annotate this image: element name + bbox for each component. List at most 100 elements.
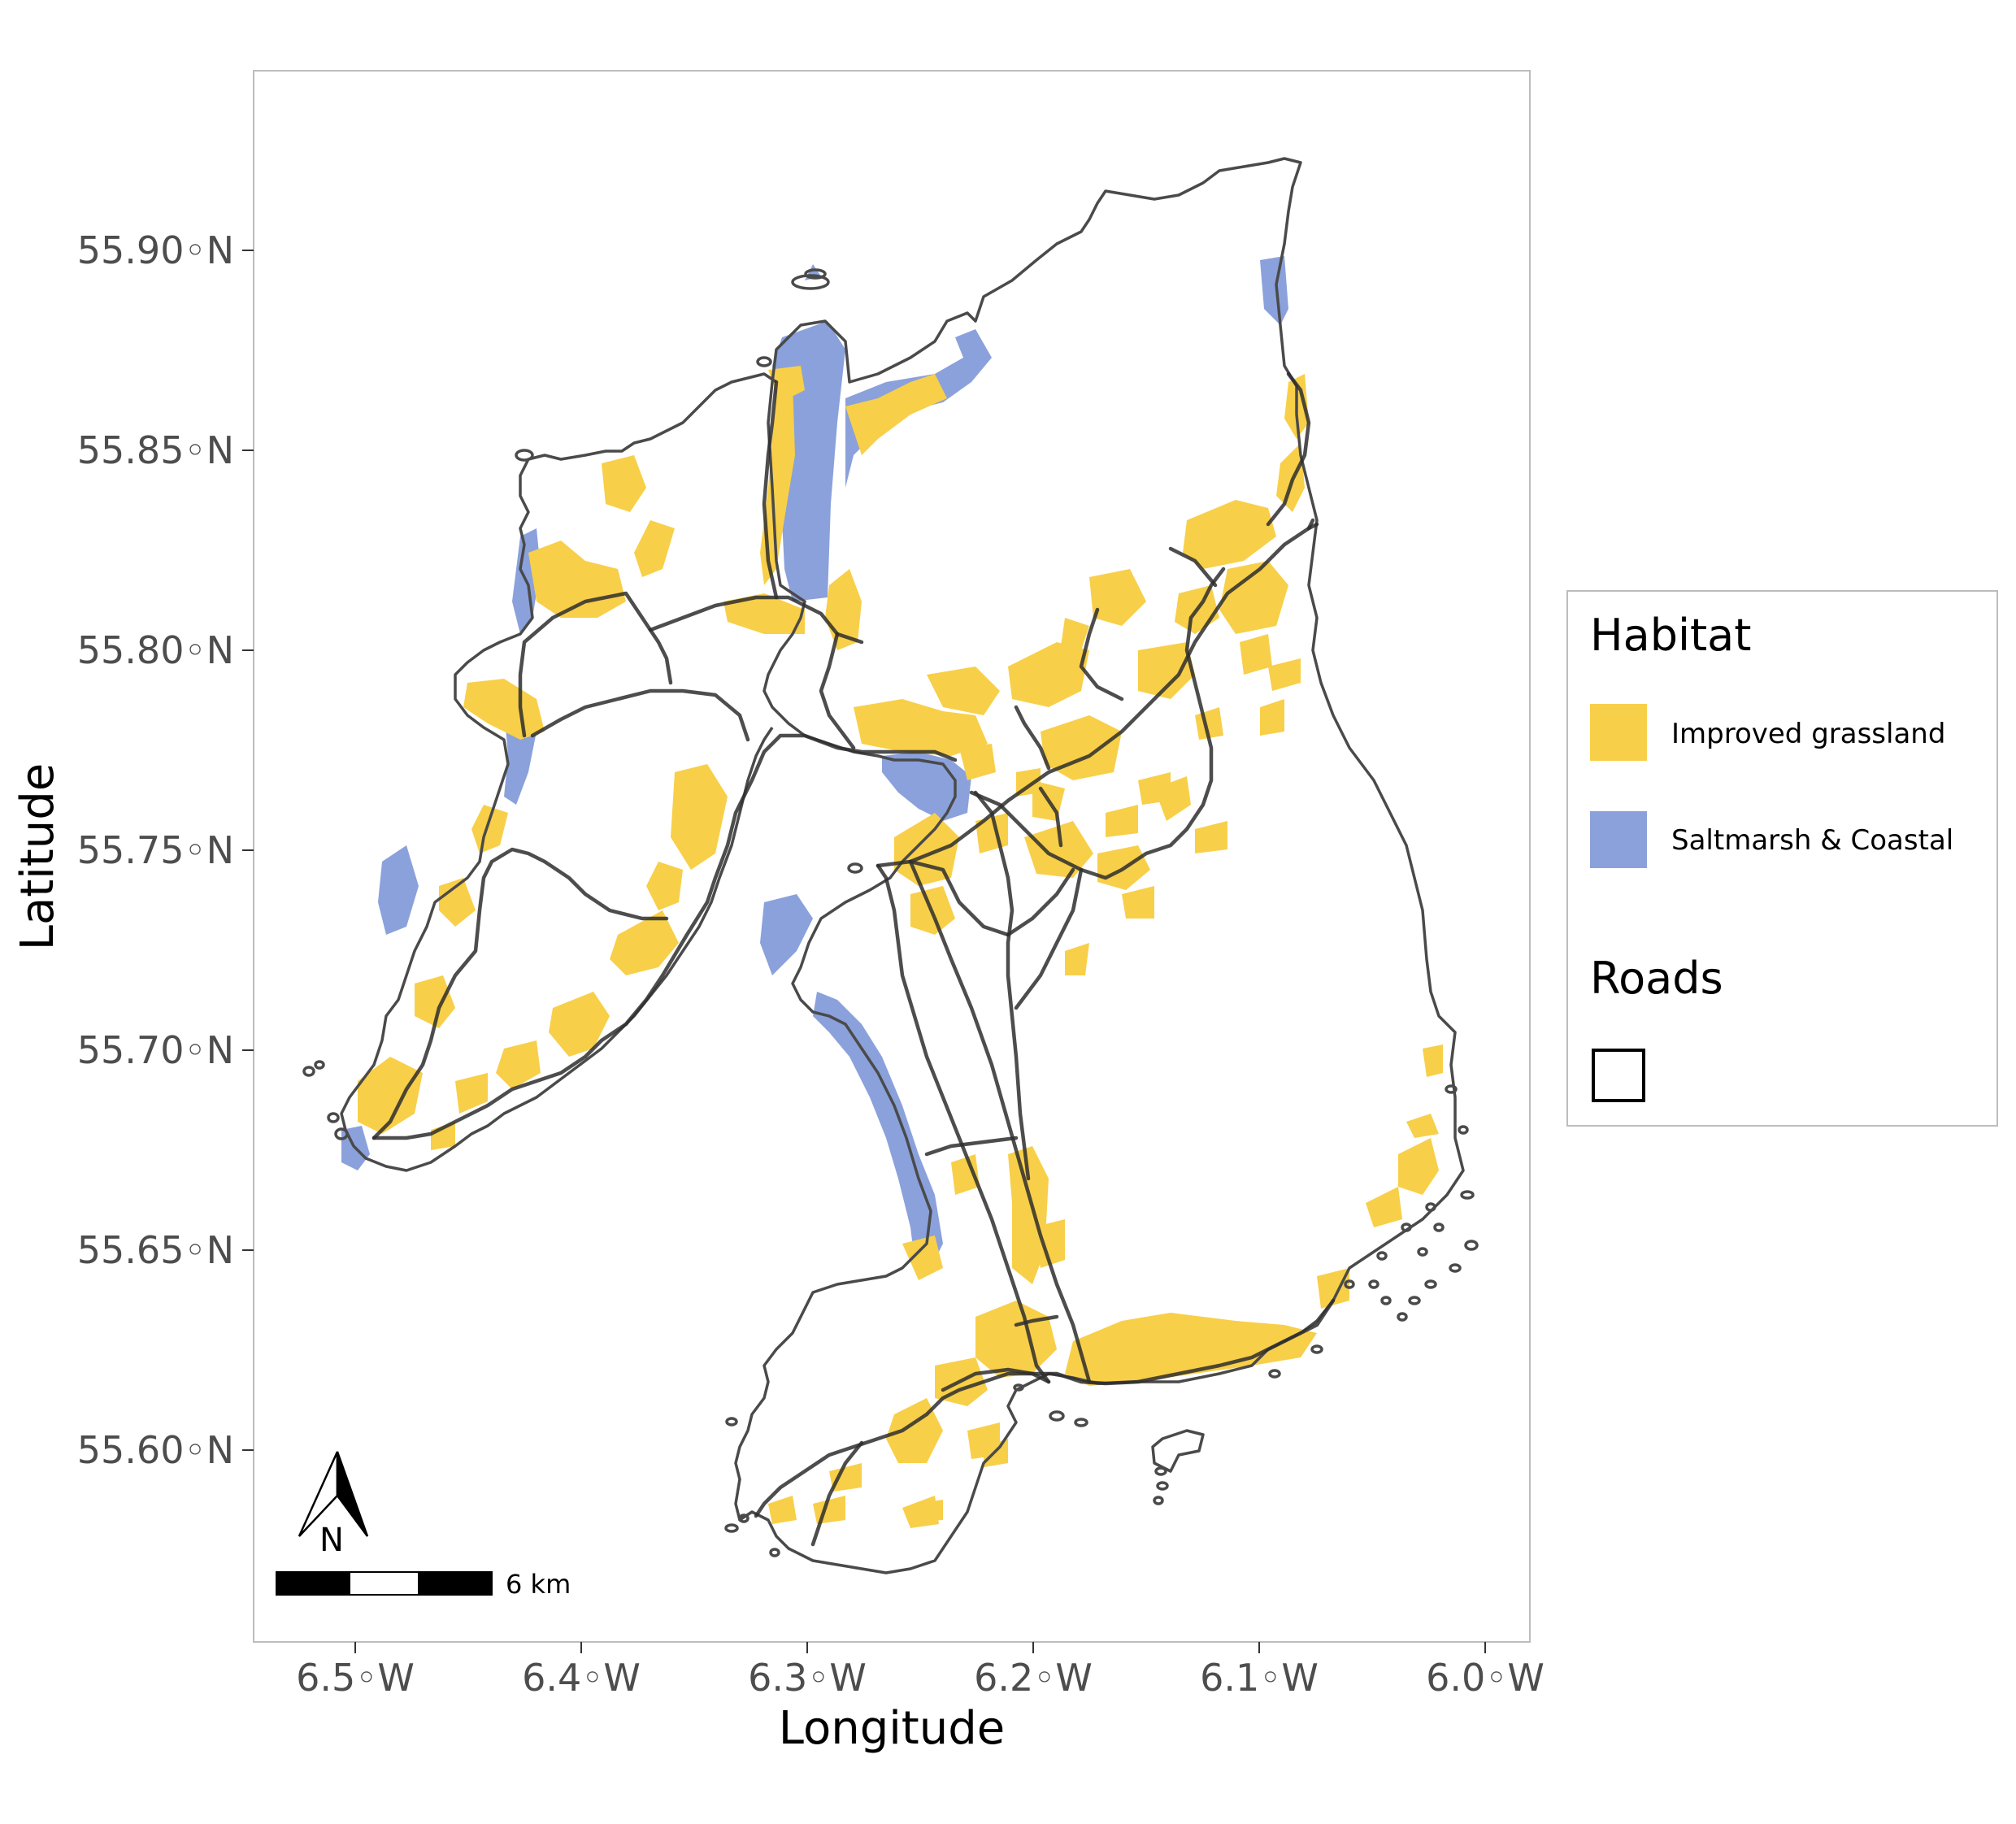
islet-5 (302, 1066, 315, 1077)
north-arrow-right-half (336, 1451, 369, 1537)
islet-25 (1417, 1247, 1428, 1257)
grassland-rinns-south-4 (455, 1073, 488, 1114)
grassland-centre-2 (1041, 715, 1122, 780)
islet-20 (1424, 1279, 1437, 1289)
y-tick-label: 55.75◦N (77, 828, 234, 872)
islet-24 (1368, 1279, 1379, 1289)
grassland-ne-10 (1260, 699, 1284, 736)
saltmarsh-west-rinns (378, 845, 419, 935)
grassland-oa-9 (768, 1496, 797, 1524)
grassland-rinns-se (549, 992, 610, 1057)
grassland-centre-5 (1138, 642, 1195, 699)
scale-bar-seg-2 (349, 1571, 419, 1596)
grassland-ne-9 (1195, 821, 1227, 853)
y-axis (242, 250, 254, 1451)
coastline-rinns (340, 372, 777, 1172)
road-rinns-north-loop (518, 591, 673, 738)
islet-30 (1425, 1202, 1436, 1212)
grassland-se-coast-5 (1406, 1114, 1439, 1138)
grassland-rinns-ne (634, 520, 675, 577)
grassland-bridgend-2 (927, 667, 1000, 715)
road-oa-west (754, 1371, 1051, 1518)
road-gruinart-east (835, 632, 864, 645)
grassland-rinns-road-north (723, 593, 805, 634)
grassland-se-coast-1 (1065, 1313, 1317, 1386)
coastline-main-islay (734, 157, 1465, 1574)
scale-bar-seg-1 (276, 1571, 350, 1596)
road-rinns-cross (530, 688, 750, 742)
x-tick-label: 6.5◦W (296, 1656, 415, 1700)
islet-34 (725, 1417, 738, 1427)
islet-23 (1380, 1296, 1392, 1305)
road-bowmore-airport-1 (973, 790, 1031, 1181)
saltmarsh-rhinns-south (760, 894, 813, 975)
islet-21 (1408, 1296, 1421, 1305)
islet-33 (769, 1548, 780, 1557)
legend-swatch-saltmarsh (1590, 811, 1647, 868)
grassland-bowmore-1 (894, 813, 959, 886)
grassland-rinns-south-1 (496, 1040, 541, 1089)
road-a847-rinns-east (371, 733, 958, 1140)
grassland-ne-4 (1240, 634, 1272, 675)
islet-11 (1074, 1418, 1088, 1427)
grassland-centre-4 (1061, 618, 1089, 650)
x-tick-label: 6.0◦W (1426, 1656, 1545, 1700)
islet-22 (1397, 1312, 1408, 1322)
grassland-rinns-east-1 (671, 764, 728, 870)
islet-12 (1154, 1466, 1167, 1476)
x-axis-title: Longitude (779, 1702, 1006, 1755)
grassland-bridgend-1 (854, 699, 988, 756)
y-tick-labels: 55.90◦N 55.85◦N 55.80◦N 55.75◦N 55.70◦N … (77, 228, 234, 1472)
legend-swatch-grassland (1590, 704, 1647, 761)
grassland-se-coast-8 (1317, 1268, 1349, 1309)
islet-19 (1449, 1263, 1462, 1273)
islet-16 (1458, 1125, 1469, 1135)
y-tick-label: 55.90◦N (77, 228, 234, 272)
islet-28 (1376, 1251, 1388, 1261)
islet-37 (1013, 1383, 1024, 1392)
road-rinns-west (371, 847, 669, 1140)
islet-29 (1401, 1223, 1412, 1232)
x-tick-label: 6.2◦W (974, 1656, 1093, 1700)
islet-1 (791, 274, 830, 290)
grassland-centre-1 (1008, 642, 1089, 707)
islet-8 (334, 1127, 349, 1140)
north-arrow-label: N (319, 1522, 344, 1559)
islet-9 (847, 862, 863, 874)
grassland-centre-11 (1122, 886, 1154, 919)
y-tick-label: 55.85◦N (77, 428, 234, 472)
grassland-centre-3 (1089, 569, 1146, 626)
grassland-ne-2 (1219, 561, 1288, 634)
grassland-rinns-west (471, 805, 508, 853)
road-north-3 (1014, 705, 1051, 771)
road-a846-south (908, 859, 1092, 1384)
x-tick-labels: 6.5◦W 6.4◦W 6.3◦W 6.2◦W 6.1◦W 6.0◦W (296, 1656, 1545, 1700)
y-tick-label: 55.60◦N (77, 1428, 234, 1472)
grassland-rinns-south-2 (415, 975, 455, 1028)
x-tick-label: 6.3◦W (748, 1656, 867, 1700)
grassland-rinns-east-2 (646, 862, 683, 910)
scale-bar-seg-3 (418, 1571, 493, 1596)
grassland-se-coast-4 (1398, 1138, 1439, 1195)
y-tick-label: 55.65◦N (77, 1228, 234, 1272)
grassland-ne-7 (1138, 772, 1171, 805)
grassland-ne-8 (1106, 805, 1138, 837)
y-tick-label: 55.80◦N (77, 628, 234, 672)
islet-14 (1153, 1496, 1164, 1505)
legend-label-saltmarsh: Saltmarsh & Coastal (1671, 824, 1953, 857)
grassland-rinns-north-2 (602, 455, 646, 512)
grassland-se-coast-7 (1366, 1187, 1402, 1227)
islet-27 (1344, 1279, 1355, 1289)
islet-texa (1151, 1429, 1205, 1473)
grassland-north-coast (845, 374, 947, 455)
y-axis-title: Latitude (11, 763, 64, 950)
legend-title-habitat: Habitat (1590, 610, 1751, 661)
grassland-gruinart-north (768, 366, 805, 402)
scale-bar-label: 6 km (506, 1569, 571, 1600)
islet-31 (724, 1523, 739, 1533)
north-arrow: N (298, 1451, 369, 1559)
road-gruinart-west (762, 380, 779, 600)
islet-4 (515, 449, 534, 462)
coastline-layer (302, 157, 1479, 1574)
road-north-4 (1006, 867, 1075, 937)
